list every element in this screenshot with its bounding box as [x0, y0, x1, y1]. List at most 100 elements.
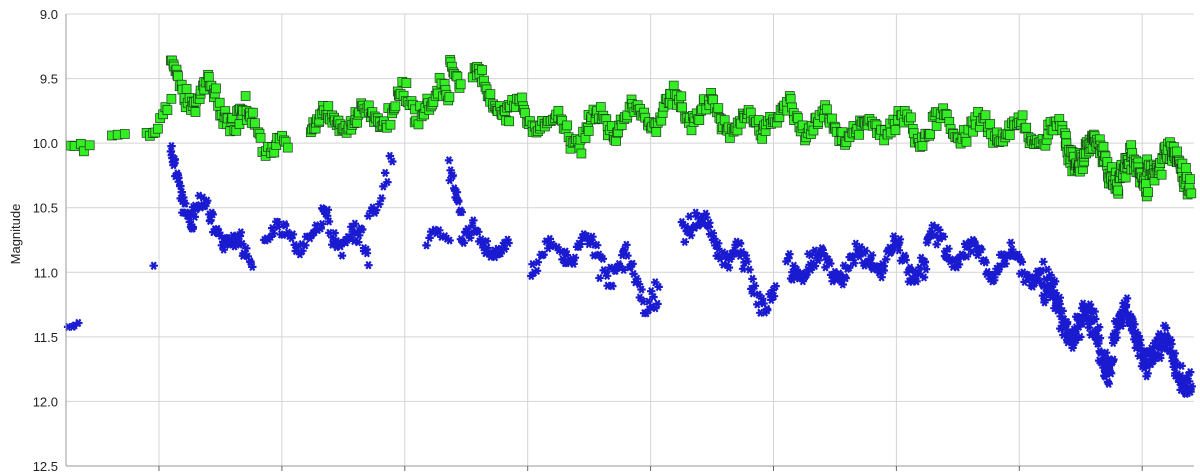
blue-star-point — [1103, 377, 1113, 387]
green-square-point — [282, 142, 293, 153]
green-square-point — [822, 104, 832, 115]
blue-star-point — [1039, 257, 1048, 266]
green-square-point — [255, 132, 266, 143]
blue-star-point — [598, 254, 608, 263]
blue-star-point — [1177, 361, 1186, 371]
green-square-point — [595, 102, 606, 112]
blue-star-point — [821, 263, 830, 272]
blue-star-point — [469, 216, 478, 225]
blue-star-point — [962, 252, 972, 261]
blue-star-point — [350, 219, 360, 228]
green-square-point — [676, 91, 687, 102]
blue-star-point — [170, 158, 179, 168]
blue-star-point — [248, 262, 257, 272]
blue-star-point — [851, 239, 860, 248]
blue-star-point — [1156, 353, 1165, 363]
blue-star-point — [358, 225, 367, 234]
blue-star-point — [920, 257, 929, 266]
blue-star-point — [921, 265, 931, 274]
blue-star-point — [528, 259, 537, 269]
blue-star-point — [1050, 277, 1060, 286]
blue-star-point — [483, 243, 492, 253]
blue-star-point — [1135, 335, 1145, 344]
blue-star-point — [1078, 319, 1087, 328]
blue-star-point — [1090, 307, 1099, 316]
blue-star-point — [680, 237, 689, 247]
green-square-series — [66, 55, 1197, 202]
blue-star-point — [242, 244, 251, 253]
blue-star-point — [504, 238, 513, 248]
green-square-point — [854, 129, 864, 140]
blue-star-point — [686, 231, 696, 240]
blue-star-point — [208, 210, 217, 219]
blue-star-point — [716, 252, 725, 261]
blue-star-point — [532, 266, 542, 276]
blue-star-point — [569, 259, 578, 269]
green-square-point — [1186, 188, 1197, 199]
blue-star-point — [1147, 359, 1156, 369]
green-square-point — [980, 110, 991, 121]
blue-star-point — [1161, 323, 1171, 333]
blue-star-point — [768, 285, 777, 295]
blue-star-point — [364, 260, 373, 270]
blue-star-point — [802, 270, 811, 279]
green-square-point — [694, 115, 705, 125]
green-square-point — [517, 92, 527, 103]
green-square-point — [84, 140, 95, 151]
green-square-point — [1004, 130, 1015, 140]
blue-star-point — [1094, 339, 1103, 348]
blue-star-point — [219, 245, 228, 254]
blue-star-point — [1121, 300, 1131, 309]
y-tick-label: 10.5 — [33, 201, 58, 216]
blue-star-point — [1162, 331, 1171, 340]
blue-star-point — [1109, 355, 1118, 364]
blue-star-point — [750, 281, 760, 291]
blue-star-point — [444, 156, 454, 165]
blue-star-point — [1062, 317, 1072, 327]
blue-star-point — [381, 168, 390, 178]
blue-star-point — [1127, 314, 1136, 323]
blue-star-point — [203, 196, 212, 205]
blue-star-point — [935, 225, 944, 235]
blue-star-point — [364, 211, 373, 221]
blue-star-point — [845, 263, 854, 272]
blue-star-point — [354, 237, 363, 247]
blue-star-point — [305, 233, 315, 243]
green-square-point — [668, 80, 679, 91]
y-tick-label: 12.5 — [33, 459, 58, 472]
blue-star-point — [1040, 298, 1049, 307]
blue-star-point — [743, 257, 752, 266]
blue-star-point — [533, 258, 542, 267]
blue-star-point — [1106, 369, 1116, 378]
y-tick-label: 11.5 — [34, 330, 58, 345]
blue-star-point — [1058, 306, 1067, 316]
blue-star-point — [814, 256, 823, 265]
blue-star-point — [1187, 382, 1196, 391]
y-axis-ticks: 9.0 9.5 10.0 10.5 11.0 11.5 12.0 12.5 — [33, 7, 58, 472]
green-square-point — [1181, 163, 1191, 173]
blue-star-point — [939, 232, 948, 241]
blue-star-point — [826, 259, 835, 268]
blue-star-point — [990, 273, 999, 282]
blue-star-point — [637, 285, 646, 294]
blue-star-point — [316, 224, 325, 233]
green-square-point — [651, 127, 662, 137]
blue-star-point — [544, 244, 553, 253]
blue-star-point — [295, 250, 305, 259]
green-square-point — [686, 125, 697, 136]
green-square-point — [553, 105, 564, 116]
blue-star-point — [782, 257, 791, 266]
blue-star-point — [388, 157, 397, 166]
blue-star-point — [954, 260, 964, 269]
blue-star-point — [944, 244, 953, 253]
blue-star-point — [269, 229, 278, 238]
green-square-point — [1021, 122, 1032, 133]
blue-star-point — [1017, 257, 1026, 267]
blue-star-point — [850, 258, 859, 268]
blue-star-point — [457, 207, 466, 217]
blue-star-point — [628, 259, 637, 269]
green-square-point — [906, 112, 916, 123]
green-square-point — [925, 129, 936, 139]
y-axis-title: Magnitude — [8, 204, 23, 265]
